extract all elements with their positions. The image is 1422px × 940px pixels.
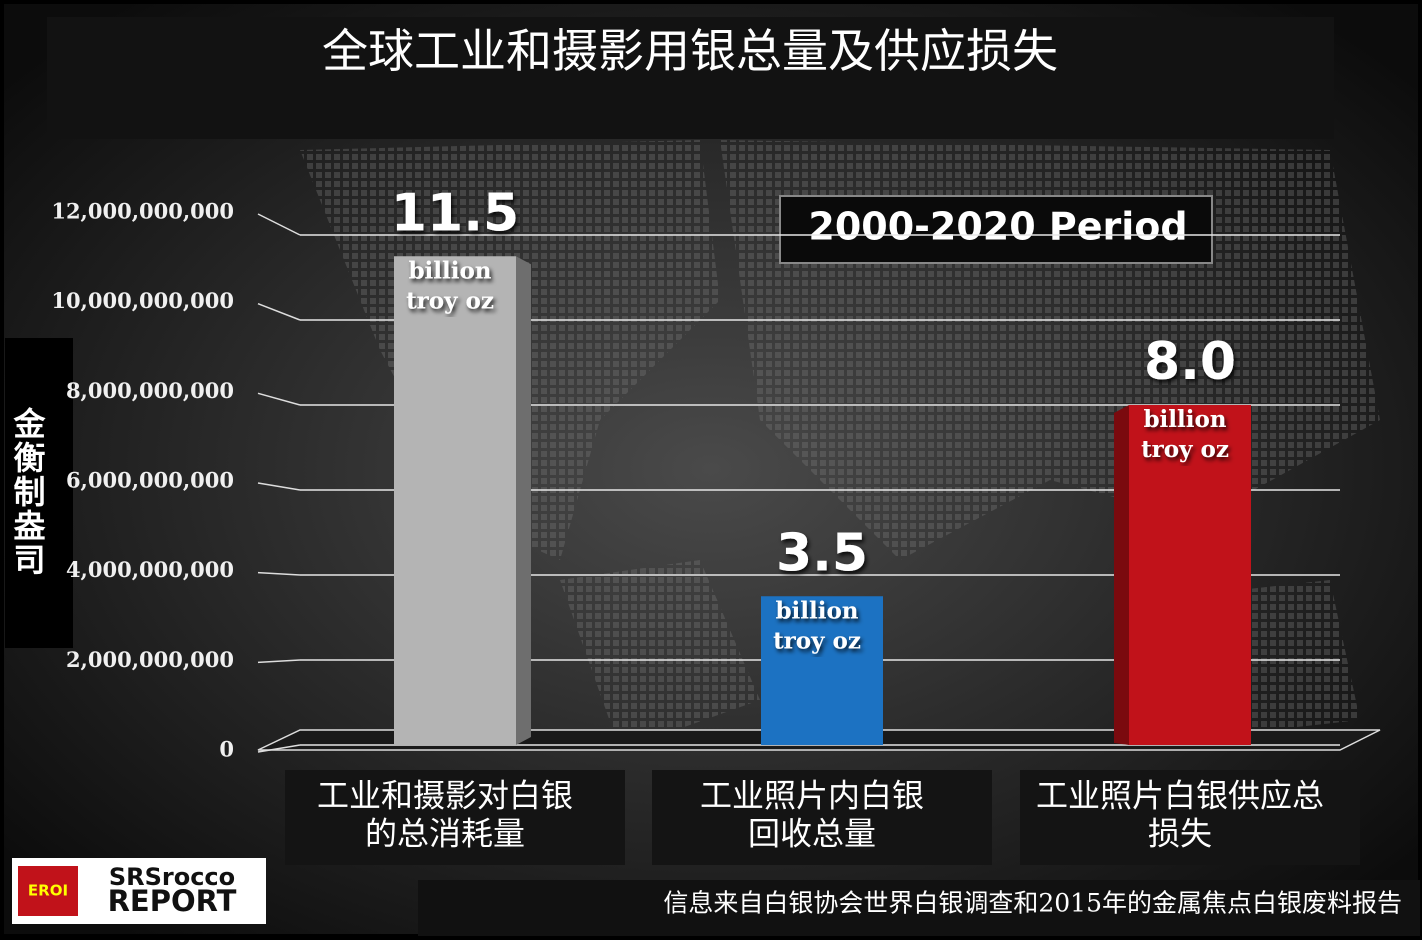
y-tick-label: 6,000,000,000 xyxy=(66,468,234,493)
y-axis-label-box xyxy=(5,338,73,648)
tick-connector xyxy=(257,482,301,491)
value-label: 3.5 xyxy=(776,523,868,583)
period-label: 2000-2020 Period xyxy=(808,205,1187,249)
value-label: 8.0 xyxy=(1144,332,1236,392)
value-label-unit: billion xyxy=(775,597,858,624)
y-tick-label: 4,000,000,000 xyxy=(66,557,234,582)
y-tick-label: 0 xyxy=(219,737,234,762)
tick-connector xyxy=(257,744,301,753)
logo-report: REPORT xyxy=(108,884,237,918)
y-tick-label: 12,000,000,000 xyxy=(51,199,234,224)
y-tick-label: 8,000,000,000 xyxy=(66,378,234,403)
bar-side xyxy=(516,256,531,745)
logo-mark xyxy=(18,866,78,916)
value-label-unit: billion xyxy=(1143,406,1226,433)
logo: EROI SRSrocco REPORT xyxy=(12,858,266,924)
category-box xyxy=(285,770,625,865)
tick-connector xyxy=(257,213,301,236)
period-box xyxy=(779,195,1213,264)
x-tick-label: 工业照片内白银 xyxy=(700,777,924,815)
logo-name: SRSrocco xyxy=(109,863,235,891)
world-map xyxy=(300,140,1380,750)
value-label: 11.5 xyxy=(391,183,519,243)
value-label-unit: troy oz xyxy=(406,287,494,314)
bar xyxy=(761,596,883,745)
bar xyxy=(394,256,516,745)
y-tick-label: 2,000,000,000 xyxy=(66,647,234,672)
category-box xyxy=(652,770,992,865)
value-label-unit: billion xyxy=(408,257,491,284)
tick-connector xyxy=(257,659,301,664)
title-box xyxy=(47,17,1334,139)
chart-title: 全球工业和摄影用银总量及供应损失 xyxy=(322,24,1058,78)
value-label-unit: troy oz xyxy=(1141,436,1229,463)
bar xyxy=(1129,405,1251,745)
x-tick-label: 工业照片白银供应总 xyxy=(1036,777,1324,815)
tick-connector xyxy=(257,302,301,321)
bar-side xyxy=(1114,405,1129,745)
source: 信息来自白银协会世界白银调查和2015年的金属焦点白银废料报告 xyxy=(663,889,1402,918)
value-label-unit: troy oz xyxy=(773,627,861,654)
x-tick-label: 损失 xyxy=(1148,815,1212,853)
category-box xyxy=(1020,770,1360,865)
tick-connector xyxy=(257,392,301,406)
x-tick-label: 工业和摄影对白银 xyxy=(317,777,573,815)
source-box xyxy=(418,880,1420,936)
y-tick-label: 10,000,000,000 xyxy=(51,288,234,313)
logo-eroi: EROI xyxy=(28,882,68,900)
tick-connector xyxy=(257,571,301,576)
y-axis-label: 金衡制盎司 xyxy=(9,406,47,577)
x-tick-label: 的总消耗量 xyxy=(365,815,525,853)
x-tick-label: 回收总量 xyxy=(748,815,876,853)
